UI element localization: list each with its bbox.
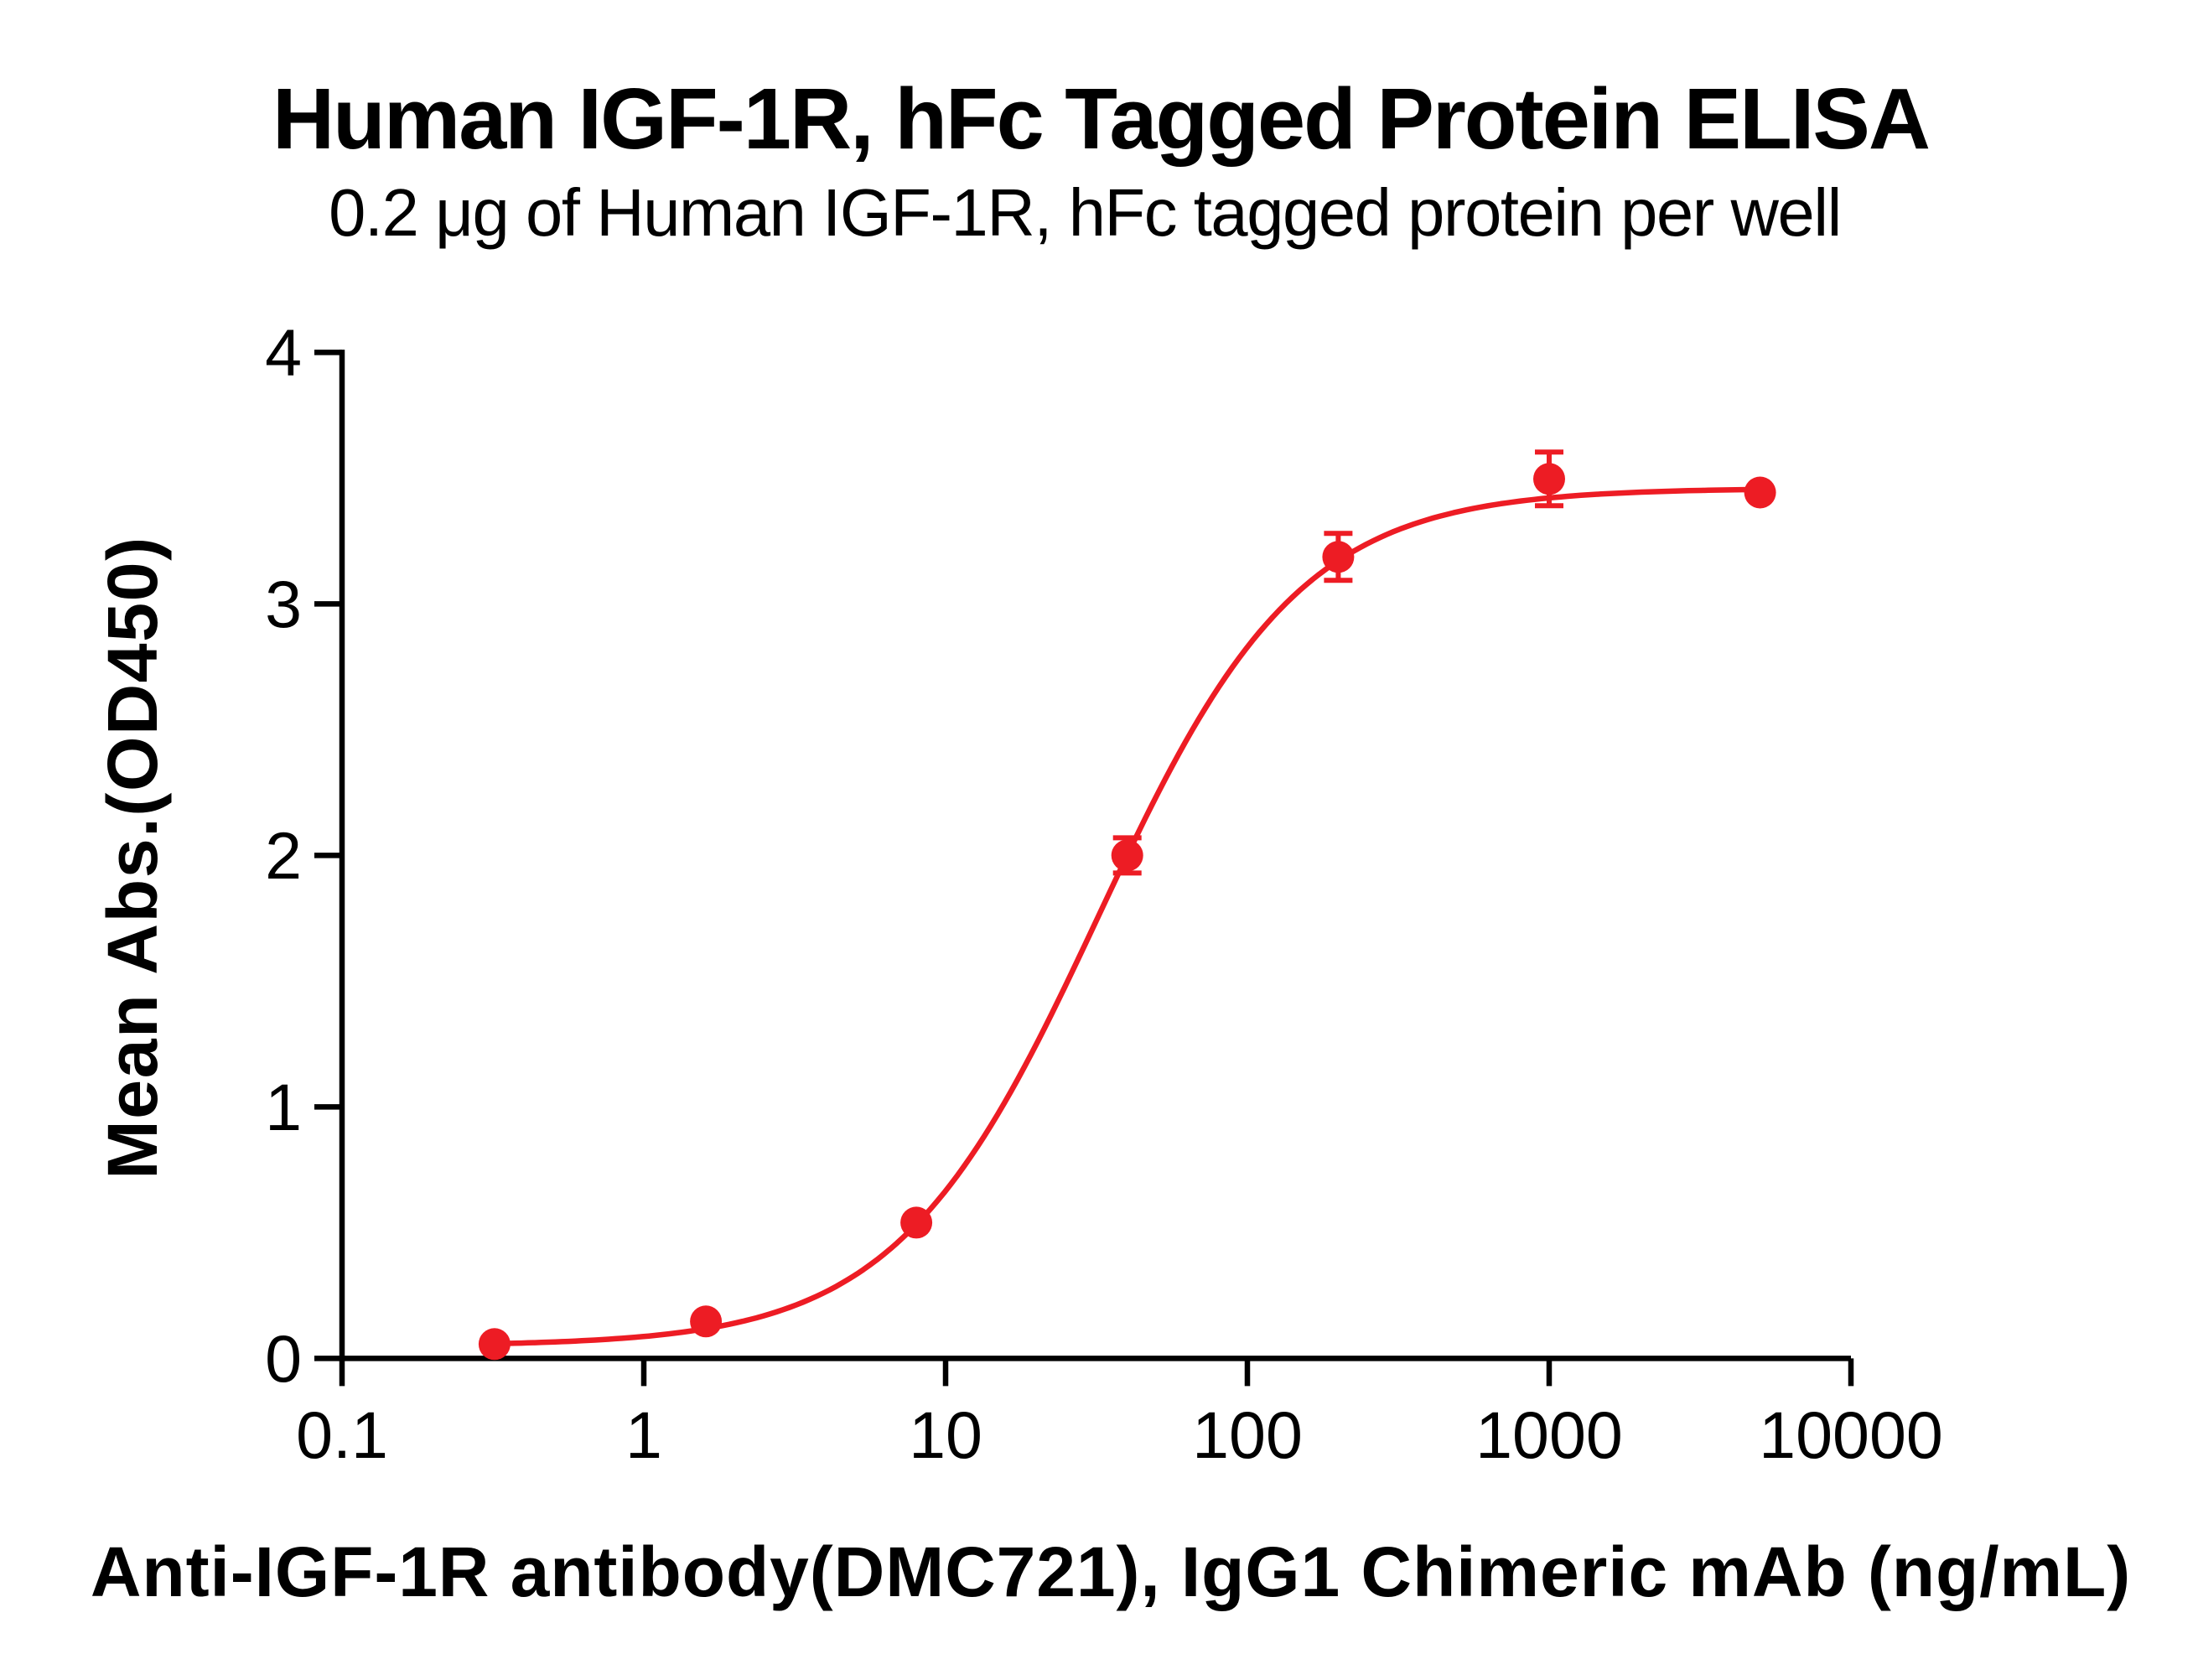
svg-text:1: 1 (625, 1397, 662, 1472)
svg-text:Mean Abs.(OD450): Mean Abs.(OD450) (93, 536, 172, 1179)
svg-text:100: 100 (1192, 1397, 1303, 1472)
svg-text:2: 2 (265, 818, 302, 893)
svg-text:Human IGF-1R, hFc Tagged Prote: Human IGF-1R, hFc Tagged Protein ELISA (272, 70, 1929, 167)
svg-text:Anti-IGF-1R antibody(DMC721),: Anti-IGF-1R antibody(DMC721), IgG1 Chime… (91, 1532, 2131, 1611)
svg-text:3: 3 (265, 567, 302, 641)
svg-text:1000: 1000 (1475, 1397, 1623, 1472)
svg-text:0.1: 0.1 (296, 1397, 388, 1472)
svg-text:10000: 10000 (1759, 1397, 1943, 1472)
svg-text:1: 1 (265, 1070, 302, 1144)
svg-text:0.2 μg of Human IGF-1R, hFc ta: 0.2 μg of Human IGF-1R, hFc tagged prote… (329, 175, 1841, 250)
svg-text:0: 0 (265, 1321, 302, 1396)
svg-text:4: 4 (265, 315, 302, 390)
svg-text:10: 10 (909, 1397, 982, 1472)
